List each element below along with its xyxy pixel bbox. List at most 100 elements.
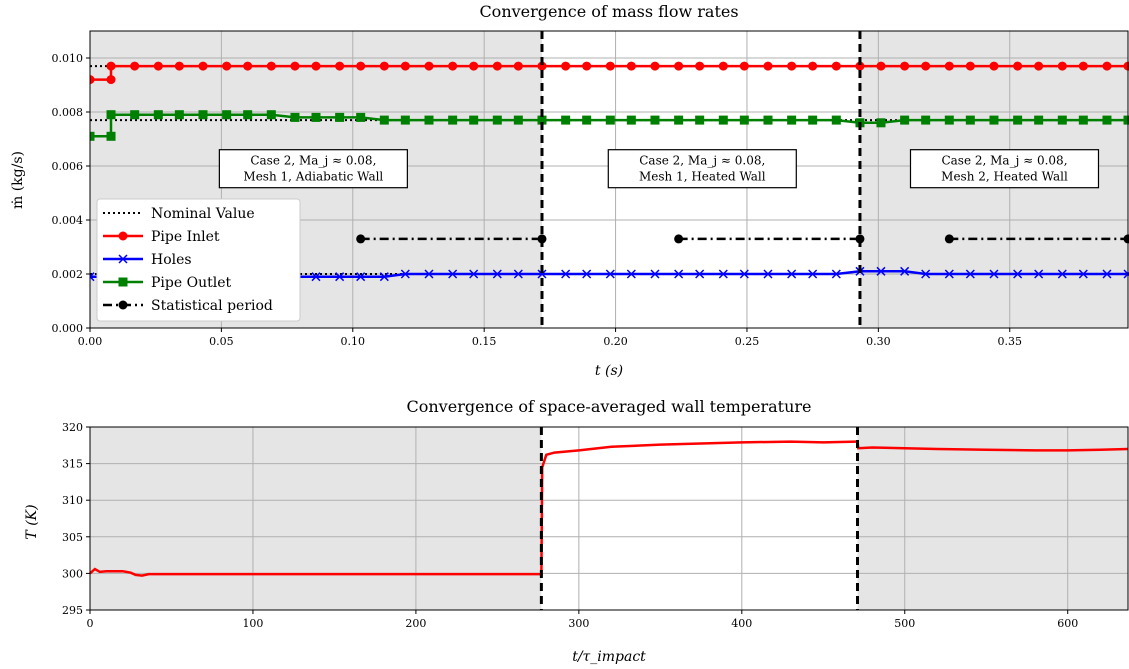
- legend-label: Pipe Outlet: [151, 275, 231, 291]
- data-point-square: [900, 115, 910, 125]
- data-point-circle: [561, 61, 571, 71]
- data-point-square: [243, 110, 253, 120]
- data-point-x: [582, 269, 592, 279]
- data-point-x: [448, 269, 458, 279]
- data-point-circle: [174, 61, 184, 71]
- y-tick-label: 0.004: [52, 214, 84, 227]
- data-point-x: [1034, 269, 1044, 279]
- data-point-square: [561, 115, 571, 125]
- data-point-x: [965, 269, 975, 279]
- data-point-square: [1034, 115, 1044, 125]
- data-point-square: [379, 115, 389, 125]
- data-point-circle: [266, 61, 276, 71]
- y-tick-label: 320: [62, 421, 83, 434]
- x-axis-label: t (s): [595, 363, 623, 379]
- data-point-circle: [379, 61, 389, 71]
- data-point-square: [787, 115, 797, 125]
- data-point-circle: [106, 61, 116, 71]
- data-point-x: [695, 269, 705, 279]
- annotation-box: [909, 149, 1100, 189]
- data-point-x: [537, 269, 547, 279]
- data-point-x: [650, 269, 660, 279]
- data-point-circle: [537, 61, 547, 71]
- legend: Nominal Value Pipe Inlet Holes Pipe Outlet S…: [96, 198, 301, 322]
- data-point-circle: [900, 61, 910, 71]
- data-point-circle: [855, 61, 865, 71]
- phase-annotation: Case 2, Ma_j ≈ 0.08, Mesh 2, Heated Wall: [909, 149, 1100, 189]
- legend-label: Pipe Inlet: [151, 229, 220, 245]
- data-point-circle: [650, 61, 660, 71]
- annotation-text: Case 2, Ma_j ≈ 0.08,: [639, 154, 765, 168]
- x-tick-label: 400: [731, 617, 752, 630]
- y-axis-label: ṁ (kg/s): [10, 151, 26, 209]
- data-point-square: [513, 115, 523, 125]
- data-point-circle: [118, 300, 128, 310]
- data-point-square: [582, 115, 592, 125]
- data-point-circle: [513, 61, 523, 71]
- data-point-x: [626, 269, 636, 279]
- wall-temperature-chart: Convergence of space-averaged wall tempe…: [24, 397, 1129, 665]
- data-point-circle: [153, 61, 163, 71]
- data-point-circle: [492, 61, 502, 71]
- annotation-box: [607, 149, 797, 189]
- data-point-circle: [130, 61, 140, 71]
- data-point-square: [695, 115, 705, 125]
- data-point-square: [921, 115, 931, 125]
- data-point-circle: [424, 61, 434, 71]
- data-point-square: [106, 131, 116, 141]
- y-tick-label: 0.008: [52, 106, 84, 119]
- x-tick-label: 0.05: [209, 335, 234, 348]
- data-point-square: [944, 115, 954, 125]
- x-tick-label: 100: [242, 617, 263, 630]
- data-point-square: [605, 115, 615, 125]
- x-tick-label: 0.15: [472, 335, 497, 348]
- data-point-circle: [106, 75, 116, 85]
- data-point-circle: [626, 61, 636, 71]
- data-point-square: [106, 110, 116, 120]
- data-point-square: [1078, 115, 1088, 125]
- data-point-circle: [90, 75, 95, 85]
- data-point-square: [808, 115, 818, 125]
- y-tick-label: 310: [62, 494, 83, 507]
- series-line: [89, 440, 1129, 577]
- annotation-text: Case 2, Ma_j ≈ 0.08,: [941, 154, 1067, 168]
- legend-box: [96, 198, 301, 322]
- data-point-circle: [356, 234, 366, 244]
- annotation-text: Case 2, Ma_j ≈ 0.08,: [250, 154, 376, 168]
- data-point-x: [921, 269, 931, 279]
- y-tick-label: 300: [62, 567, 83, 580]
- data-point-square: [739, 115, 749, 125]
- data-point-circle: [356, 61, 366, 71]
- data-point-circle: [808, 61, 818, 71]
- data-point-square: [174, 110, 184, 120]
- data-point-circle: [831, 61, 841, 71]
- data-point-square: [626, 115, 636, 125]
- data-point-square: [1102, 115, 1112, 125]
- data-point-x: [1078, 269, 1088, 279]
- y-tick-label: 0.000: [52, 322, 84, 335]
- data-point-circle: [582, 61, 592, 71]
- data-point-x: [513, 269, 523, 279]
- annotation-text: Mesh 1, Adiabatic Wall: [243, 170, 383, 184]
- data-point-square: [400, 115, 410, 125]
- x-tick-label: 0.30: [866, 335, 891, 348]
- data-point-circle: [1078, 61, 1088, 71]
- y-axis-label: T (K): [24, 504, 40, 539]
- x-tick-label: 500: [894, 617, 915, 630]
- legend-entry: Holes: [103, 252, 192, 268]
- data-point-x: [90, 272, 95, 282]
- legend-entry: Statistical period: [103, 298, 273, 314]
- data-point-square: [266, 110, 276, 120]
- x-tick-label: 600: [1057, 617, 1078, 630]
- annotation-text: Mesh 1, Heated Wall: [639, 170, 766, 184]
- data-point-circle: [763, 61, 773, 71]
- x-tick-label: 0.00: [78, 335, 103, 348]
- data-point-x: [311, 272, 321, 282]
- data-point-circle: [335, 61, 345, 71]
- data-point-circle: [674, 234, 684, 244]
- data-point-circle: [989, 61, 999, 71]
- data-point-circle: [876, 61, 886, 71]
- data-point-circle: [1102, 61, 1112, 71]
- annotation-text: Mesh 2, Heated Wall: [941, 170, 1068, 184]
- y-tick-label: 295: [62, 604, 83, 617]
